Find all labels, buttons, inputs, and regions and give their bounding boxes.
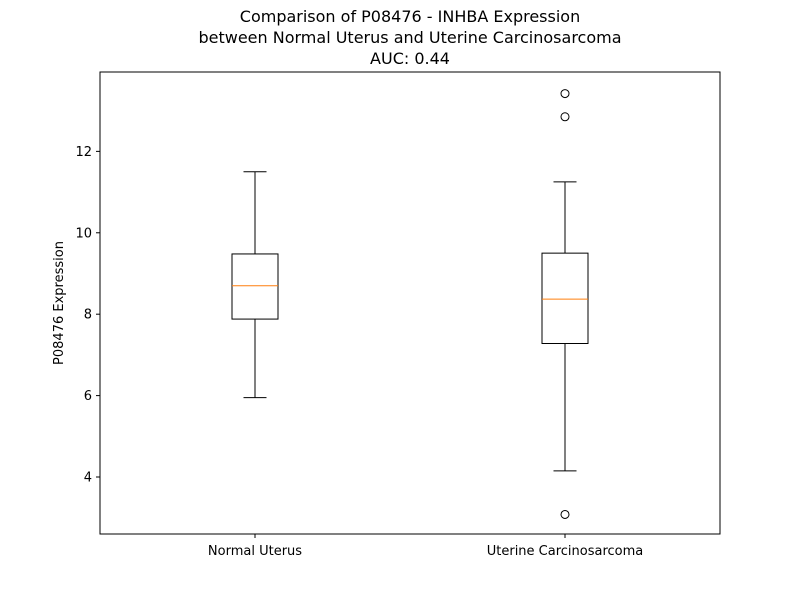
box-0 [231,171,279,399]
iqr-box [541,252,589,345]
y-tick-label: 10 [75,226,92,241]
y-tick-label: 4 [84,471,92,486]
x-axis-ticks: Normal Uterus Uterine Carcinosarcoma [208,534,643,559]
y-tick-label: 8 [84,308,92,323]
title-line-2: between Normal Uterus and Uterine Carcin… [198,28,621,47]
outlier-point [560,509,570,519]
outlier-point [560,89,570,99]
y-tick-label: 6 [84,389,92,404]
y-axis-ticks: 4 6 8 10 12 [75,145,100,486]
chart-title: Comparison of P08476 - INHBA Expression … [198,7,621,68]
outlier-point [560,112,570,122]
x-tick-label: Normal Uterus [208,544,302,559]
y-tick-label: 12 [75,145,92,160]
plot-frame [99,71,721,535]
y-axis-label: P08476 Expression [52,241,67,365]
iqr-box [231,253,279,320]
box-series [231,89,589,519]
title-line-1: Comparison of P08476 - INHBA Expression [240,7,580,26]
box-1 [541,89,589,519]
title-line-3: AUC: 0.44 [370,49,450,68]
x-tick-label: Uterine Carcinosarcoma [487,544,644,559]
